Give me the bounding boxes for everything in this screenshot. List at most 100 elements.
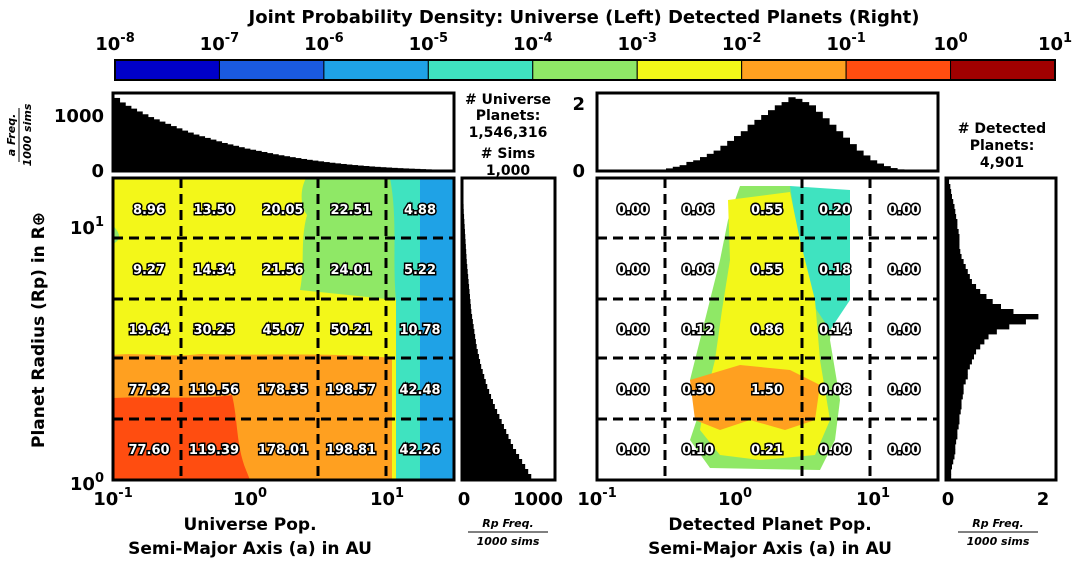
hist-bar-42 (352, 165, 359, 170)
right-side-hist-tick-2: 2 (1037, 489, 1050, 510)
hist-bar-39 (463, 374, 485, 380)
hist-bar-16 (947, 259, 964, 265)
hist-bar-13 (947, 244, 960, 250)
hist-bar-27 (267, 153, 274, 170)
hist-bar-18 (463, 269, 468, 275)
left-cell-values: 8.96 13.50 20.05 22.51 4.88 9.27 14.34 21.56 24.… (127, 202, 442, 460)
universe-stats-line3: 1,546,316 (469, 125, 548, 141)
colorbar-tick-6: 10-2 (722, 31, 762, 55)
hist-bar-26 (947, 309, 1014, 315)
cell-value-3-3: 198.57 (326, 383, 376, 398)
hist-bar-23 (754, 119, 762, 170)
hist-bar-10 (947, 229, 959, 235)
hist-bar-41 (876, 163, 884, 170)
cell-value-2-0: 19.64 (128, 323, 169, 338)
colorbar-segment-1 (218, 59, 325, 81)
colorbar-segment-8 (950, 59, 1056, 81)
left-top-hist-frame (111, 91, 456, 173)
colorbar-tick-1: 10-7 (200, 31, 240, 55)
hist-bar-20 (463, 279, 469, 285)
universe-stats: # Universe Planets: 1,546,316 # Sims 1,0… (465, 92, 551, 179)
colorbar-segment-2 (323, 59, 429, 81)
hist-bar-8 (947, 219, 958, 225)
hist-bar-38 (856, 150, 864, 170)
hist-bar-15 (700, 157, 708, 170)
hist-bar-55 (947, 454, 955, 460)
hist-bar-33 (947, 344, 981, 350)
hist-bar-53 (463, 444, 514, 450)
cell-value-3-4: 42.48 (399, 383, 440, 398)
hist-bar-54 (463, 449, 517, 455)
hist-bar-13 (463, 244, 466, 250)
hist-bar-8 (159, 121, 166, 170)
right-xlabel-line1: Detected Planet Pop. (668, 515, 871, 535)
hist-bar-14 (693, 160, 701, 170)
detected-stats: # Detected Planets: 4,901 (958, 121, 1046, 171)
right-top-hist-tick-0: 0 (572, 161, 585, 182)
hist-bar-11 (176, 128, 183, 170)
hist-bar-17 (210, 139, 217, 170)
hist-bar-18 (947, 269, 968, 275)
cell-value-3-2: 1.50 (751, 383, 783, 398)
hist-bar-10 (463, 229, 465, 235)
hist-bar-28 (272, 154, 279, 170)
hist-bar-57 (947, 464, 952, 470)
cell-value-2-4: 10.78 (399, 323, 440, 338)
hist-bar-22 (463, 289, 470, 295)
cell-value-1-3: 24.01 (330, 263, 371, 278)
universe-stats-line4: # Sims (481, 146, 535, 162)
hist-bar-17 (463, 264, 468, 270)
hist-bar-34 (306, 159, 313, 170)
hist-bar-20 (227, 144, 234, 170)
hist-bar-41 (947, 384, 964, 390)
cell-value-3-4: 0.00 (888, 383, 920, 398)
hist-bar-38 (463, 369, 483, 375)
left-xlabel-line1: Universe Pop. (183, 515, 316, 535)
hist-bar-50 (397, 168, 404, 170)
cell-value-1-1: 14.34 (193, 263, 234, 278)
hist-bar-58 (463, 469, 529, 475)
hist-bar-48 (463, 419, 502, 425)
hist-bar-10 (666, 168, 674, 170)
cell-value-3-3: 0.08 (819, 383, 851, 398)
colorbar-segment-4 (532, 59, 638, 81)
cell-value-3-1: 119.56 (189, 383, 239, 398)
hist-bar-56 (431, 169, 438, 170)
cell-value-4-2: 0.21 (751, 443, 783, 458)
cell-value-4-3: 198.81 (326, 443, 376, 458)
cell-value-1-3: 0.18 (819, 263, 851, 278)
hist-bar-54 (420, 169, 427, 170)
colorbar-tick-3: 10-5 (409, 31, 449, 55)
hist-bar-56 (947, 459, 954, 465)
hist-bar-50 (463, 429, 507, 435)
hist-bar-35 (947, 354, 974, 360)
hist-bar-17 (713, 150, 721, 170)
colorbar-segment-0 (114, 59, 220, 81)
hist-bar-43 (947, 394, 963, 400)
hist-bar-57 (463, 464, 526, 470)
hist-bar-38 (947, 369, 968, 375)
hist-bar-43 (463, 394, 492, 400)
hist-bar-19 (947, 274, 970, 280)
hist-bar-14 (193, 134, 200, 170)
hist-bar-39 (863, 155, 871, 170)
hist-bar-54 (947, 449, 956, 455)
hist-bar-52 (947, 439, 957, 445)
hist-bar-7 (153, 119, 160, 170)
hist-bar-22 (238, 147, 245, 170)
hist-bar-32 (815, 111, 823, 170)
hist-bar-49 (947, 424, 959, 430)
cell-value-1-1: 0.06 (682, 263, 714, 278)
cell-value-1-4: 0.00 (888, 263, 920, 278)
hist-bar-15 (463, 254, 467, 260)
hist-bar-11 (947, 234, 960, 240)
colorbar-segment-5 (636, 59, 743, 81)
hist-bar-29 (278, 155, 285, 170)
cell-value-1-2: 21.56 (262, 263, 303, 278)
left-top-hist-tick-1000: 1000 (54, 106, 104, 127)
hist-bar-27 (463, 314, 473, 320)
hist-bar-41 (346, 164, 353, 170)
hist-bar-18 (720, 145, 728, 170)
right-contour-panel: 0.00 0.06 0.55 0.20 0.00 0.00 0.06 0.55 0.18 0.00… (595, 176, 940, 482)
hist-bar-7 (947, 214, 957, 220)
